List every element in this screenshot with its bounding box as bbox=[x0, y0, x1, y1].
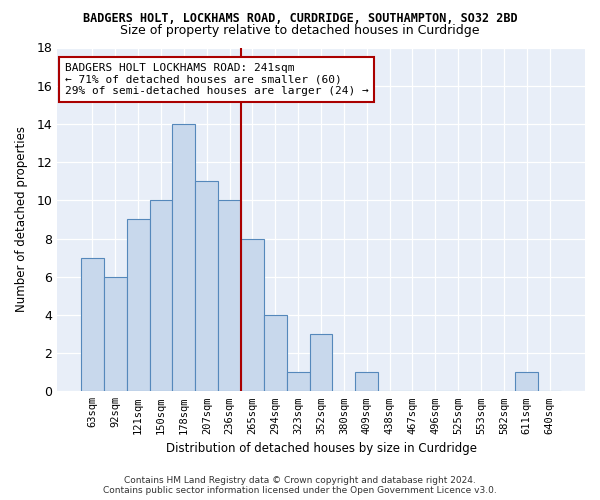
Bar bbox=[149, 200, 172, 392]
Bar bbox=[81, 258, 104, 392]
Bar bbox=[310, 334, 332, 392]
Y-axis label: Number of detached properties: Number of detached properties bbox=[15, 126, 28, 312]
Bar bbox=[104, 276, 127, 392]
Bar bbox=[287, 372, 310, 392]
Text: BADGERS HOLT LOCKHAMS ROAD: 241sqm
← 71% of detached houses are smaller (60)
29%: BADGERS HOLT LOCKHAMS ROAD: 241sqm ← 71%… bbox=[65, 63, 369, 96]
Text: Contains HM Land Registry data © Crown copyright and database right 2024.
Contai: Contains HM Land Registry data © Crown c… bbox=[103, 476, 497, 495]
Bar bbox=[218, 200, 241, 392]
Bar bbox=[264, 315, 287, 392]
Bar bbox=[515, 372, 538, 392]
Bar bbox=[241, 238, 264, 392]
Bar bbox=[172, 124, 196, 392]
Bar bbox=[355, 372, 378, 392]
Bar bbox=[127, 220, 149, 392]
X-axis label: Distribution of detached houses by size in Curdridge: Distribution of detached houses by size … bbox=[166, 442, 476, 455]
Bar bbox=[196, 181, 218, 392]
Text: BADGERS HOLT, LOCKHAMS ROAD, CURDRIDGE, SOUTHAMPTON, SO32 2BD: BADGERS HOLT, LOCKHAMS ROAD, CURDRIDGE, … bbox=[83, 12, 517, 26]
Text: Size of property relative to detached houses in Curdridge: Size of property relative to detached ho… bbox=[120, 24, 480, 37]
